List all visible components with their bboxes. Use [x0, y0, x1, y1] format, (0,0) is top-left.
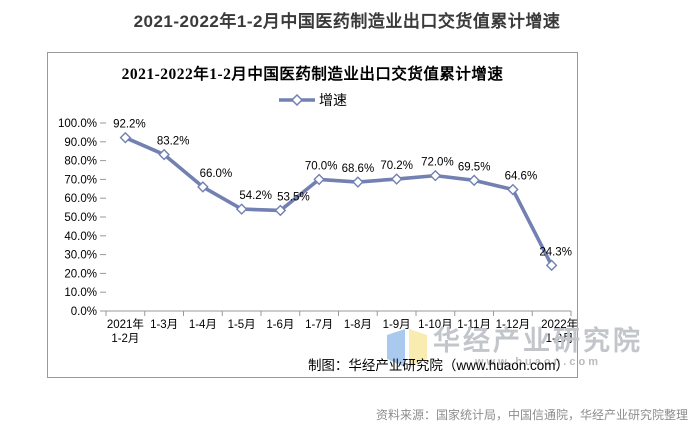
svg-text:50.0%: 50.0% — [64, 212, 97, 224]
svg-text:68.6%: 68.6% — [342, 163, 375, 175]
svg-text:1-5月: 1-5月 — [228, 319, 256, 331]
x-axis: 2021年 1-2月 1-3月 1-4月 1-5月 1-6月 1-7月 1-8月 1-9月 1-1… — [105, 310, 577, 345]
svg-text:83.2%: 83.2% — [157, 136, 190, 148]
data-labels: 92.2% 83.2% 66.0% 54.2% 53.5% 70.0% 68.6% 70.2%… — [113, 119, 572, 259]
svg-text:70.2%: 70.2% — [380, 160, 413, 172]
chart-credit: 制图：华经产业研究院（www.huaon.com） — [307, 358, 569, 373]
svg-text:30.0%: 30.0% — [64, 250, 97, 262]
legend-label: 增速 — [319, 94, 347, 109]
svg-text:1-12月: 1-12月 — [496, 319, 531, 331]
svg-text:20.0%: 20.0% — [64, 268, 97, 280]
svg-text:90.0%: 90.0% — [64, 137, 97, 149]
svg-text:1-4月: 1-4月 — [189, 319, 217, 331]
svg-text:1-9月: 1-9月 — [383, 319, 411, 331]
series-line — [123, 135, 554, 268]
svg-text:64.6%: 64.6% — [505, 171, 538, 183]
svg-text:10.0%: 10.0% — [64, 287, 97, 299]
svg-text:69.5%: 69.5% — [458, 161, 491, 173]
svg-text:53.5%: 53.5% — [277, 191, 310, 203]
svg-text:1-11月: 1-11月 — [457, 319, 491, 331]
svg-text:1-10月: 1-10月 — [418, 319, 453, 331]
svg-text:54.2%: 54.2% — [239, 190, 272, 202]
svg-text:24.3%: 24.3% — [539, 246, 572, 258]
svg-text:60.0%: 60.0% — [64, 193, 97, 205]
chart-frame: 2021-2022年1-2月中国医药制造业出口交货值累计增速 增速 0.0% 10… — [47, 52, 578, 378]
svg-text:2022年1-2月: 2022年 1-2月 — [541, 317, 577, 345]
svg-text:0.0%: 0.0% — [71, 306, 97, 318]
legend-line-marker-icon — [279, 94, 315, 106]
svg-text:40.0%: 40.0% — [64, 231, 97, 243]
svg-text:1-7月: 1-7月 — [305, 319, 333, 331]
page-title: 2021-2022年1-2月中国医药制造业出口交货值累计增速 — [133, 12, 561, 31]
legend: 增速 — [48, 90, 577, 110]
svg-text:70.0%: 70.0% — [305, 160, 338, 172]
line-chart-canvas: 0.0% 10.0% 20.0% 30.0% 40.0% 50.0% 60.0% 70.0% 8… — [58, 118, 577, 345]
svg-text:66.0%: 66.0% — [200, 168, 233, 180]
svg-text:70.0%: 70.0% — [64, 174, 97, 186]
source-note: 资料来源：国家统计局，中国信通院，华经产业研究院整理 — [375, 408, 688, 422]
svg-text:92.2%: 92.2% — [113, 119, 146, 131]
svg-text:100.0%: 100.0% — [58, 118, 97, 130]
svg-text:1-6月: 1-6月 — [266, 319, 294, 331]
svg-text:72.0%: 72.0% — [421, 157, 454, 169]
svg-text:80.0%: 80.0% — [64, 156, 97, 168]
series-markers — [119, 131, 558, 272]
chart-inner-title: 2021-2022年1-2月中国医药制造业出口交货值累计增速 — [121, 66, 504, 83]
y-axis: 0.0% 10.0% 20.0% 30.0% 40.0% 50.0% 60.0% 70.0% 8… — [58, 118, 106, 318]
svg-text:1-8月: 1-8月 — [344, 319, 372, 331]
svg-text:1-3月: 1-3月 — [150, 319, 178, 331]
